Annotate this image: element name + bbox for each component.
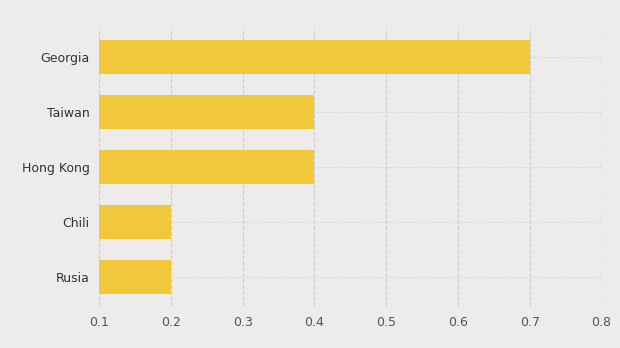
Bar bbox=[27, 95, 314, 129]
Bar bbox=[27, 40, 529, 74]
Bar bbox=[27, 150, 314, 184]
Bar bbox=[27, 205, 171, 239]
Bar bbox=[27, 260, 171, 294]
